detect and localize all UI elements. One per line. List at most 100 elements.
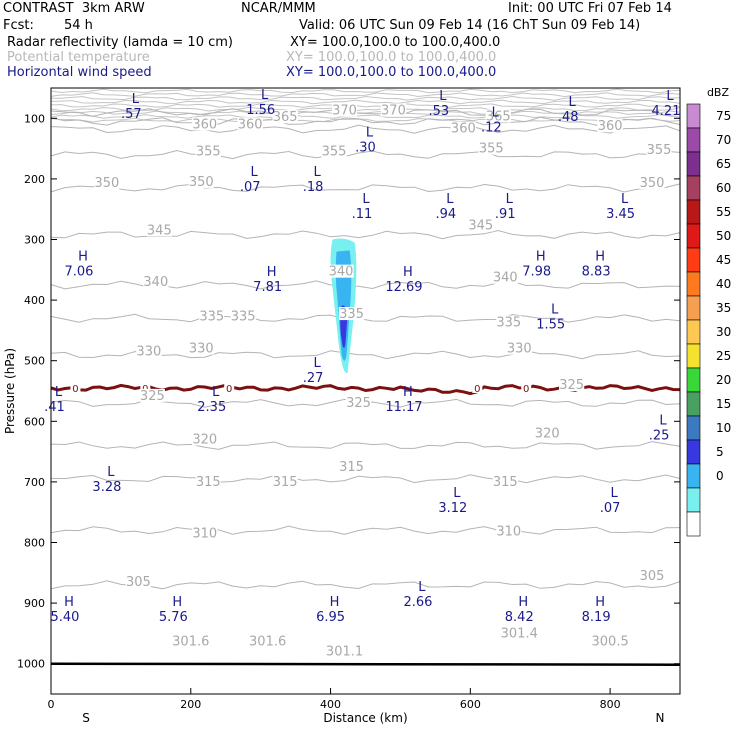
y-tick-label: 800 [24,537,45,550]
x-tick-label: 400 [320,698,341,711]
theta-label: 350 [640,176,665,191]
colorbar-swatch [686,343,701,369]
field-xy-wind: XY= 100.0,100.0 to 100.0,400.0 [286,65,497,80]
wind-value: .30 [355,140,376,155]
theta-contour-360 [50,124,681,134]
theta-label-bg [272,110,298,124]
y-axis-title: Pressure (hPa) [3,348,17,434]
wind-value: 6.95 [316,610,345,625]
colorbar-level-label: 0 [716,469,724,483]
theta-label-bg [94,176,120,190]
theta-label-bg [380,103,407,117]
x-end-label-right: N [656,711,665,725]
theta-label: 355 [479,142,504,157]
theta-contour-315 [50,474,681,484]
theta-label-bg [139,388,165,402]
theta-label: 340 [493,271,518,286]
theta-contour-upper [50,103,681,108]
theta-label-bg [485,109,511,123]
theta-label: 315 [273,475,298,490]
colorbar-level-label: 25 [716,349,731,363]
y-tick-label: 600 [24,415,45,428]
theta-label-bg [188,341,214,355]
wind-mark-high: H [595,595,605,610]
theta-label-bg [478,141,504,155]
colorbar-level-label: 5 [716,445,724,459]
y-tick-label: 300 [24,234,45,247]
surface-line [50,662,681,666]
colorbar-level-label: 75 [716,109,731,123]
wind-value: .57 [121,107,142,122]
x-end-label-left: S [82,711,90,725]
theta-label: 355 [647,143,672,158]
theta-label-bg [125,574,151,588]
colorbar-level-label: 15 [716,397,731,411]
colorbar-swatch [686,223,701,249]
theta-label-bg [492,474,518,488]
wind-value: 8.42 [505,610,534,625]
colorbar-swatch [686,127,701,153]
wind-mark-low: L [446,192,454,207]
wind-value: 3.28 [92,480,121,495]
colorbar-level-label: 50 [716,229,731,243]
wind-value: 7.06 [64,265,93,280]
theta-label-bg [169,634,212,648]
theta-label: 340 [143,275,168,290]
theta-label: 325 [559,378,584,393]
theta-label-bg [534,426,560,440]
theta-label-bg [237,117,263,131]
theta-label-bg [338,459,365,473]
wind-value: 1.56 [246,103,275,118]
wind-value: .12 [481,120,502,135]
wind-value: .27 [303,371,324,386]
wind-value: 4.21 [652,104,681,119]
theta-label: 360 [238,117,263,132]
wind-value: 11.17 [385,400,422,415]
zero-isotherm-label: 0 [523,384,529,395]
wind-mark-low: L [132,92,140,107]
wind-mark-low: L [418,580,426,595]
wind-mark-low: L [666,89,674,104]
theta-label: 335 [199,309,224,324]
wind-mark-high: H [78,250,88,265]
field-name-reflectivity: Radar reflectivity (lamda = 10 cm) [7,35,233,50]
colorbar-swatch [686,175,701,201]
colorbar-level-label: 40 [716,277,731,291]
theta-label: 365 [273,110,298,125]
wind-value: .11 [352,207,373,222]
theta-label: 300.5 [592,634,629,649]
theta-label-bg [331,103,358,117]
wind-mark-low: L [506,192,514,207]
theta-label-bg [498,626,541,640]
wind-mark-high: H [595,250,605,265]
wind-value: 8.19 [582,610,611,625]
theta-contour-305 [50,580,681,590]
colorbar-swatch [686,247,701,273]
theta-label-bg [646,142,672,156]
theta-label: 310 [192,526,217,541]
theta-label: 330 [136,345,161,360]
theta-contour-320 [50,441,681,450]
colorbar-swatch [686,391,701,417]
theta-label: 335 [496,316,521,331]
theta-label: 315 [339,460,364,475]
theta-label-bg [589,634,632,648]
theta-label-bg [192,432,218,446]
theta-label: 320 [535,426,560,441]
theta-contour-upper [50,106,681,112]
wind-mark-high: H [518,595,528,610]
wind-value: 3.45 [606,207,635,222]
y-tick-label: 400 [24,294,45,307]
theta-label-bg [143,274,169,288]
theta-label-bg [272,474,298,488]
fcst-label: Fcst: [3,18,34,33]
theta-label-bg [323,644,366,658]
theta-label: 370 [332,103,357,118]
colorbar-swatch [686,319,701,345]
theta-label: 301.1 [326,645,363,660]
colorbar-level-label: 60 [716,181,731,195]
zero-isotherm-label: 0 [474,384,480,395]
colorbar-swatch [686,199,701,225]
zero-isotherm-label-bg [472,381,483,393]
wind-mark-low: L [261,88,269,103]
